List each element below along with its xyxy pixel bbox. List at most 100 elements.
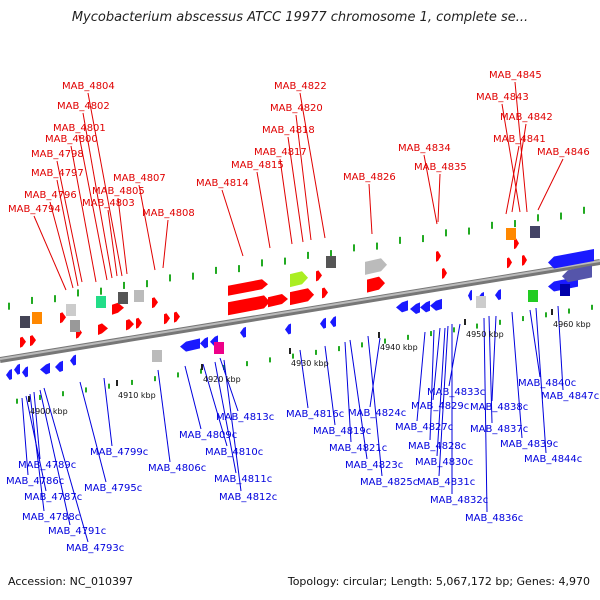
reverse-gene-arrow: [40, 362, 50, 375]
gene-leader-line: [70, 145, 97, 283]
scale-tick: [108, 383, 110, 389]
gene-leader-line: [33, 215, 67, 291]
gene-label-forward: MAB_4818: [262, 125, 315, 136]
gene-label-reverse: MAB_4824c: [348, 408, 406, 419]
reverse-gene-arrow: [468, 289, 472, 301]
map-title: Mycobacterium abscessus ATCC 19977 chrom…: [71, 10, 529, 25]
gene-leader-line: [82, 112, 113, 279]
scale-tick: [77, 289, 79, 297]
forward-gene-arrow: [20, 336, 26, 348]
scale-tick: [215, 266, 217, 274]
forward-gene-arrow: [514, 238, 519, 250]
gene-leader-line: [505, 145, 520, 215]
gene-label-reverse: MAB_4844c: [524, 454, 582, 465]
forward-gene-arrow: [522, 254, 527, 266]
reverse-gene-arrow: [70, 354, 76, 366]
gene-label-forward: MAB_4826: [343, 172, 396, 183]
gene-leader-line: [279, 158, 293, 245]
gene-label-reverse: MAB_4795c: [84, 483, 142, 494]
forward-gene-arrow: [136, 317, 142, 329]
scale-tick: [422, 235, 424, 243]
reverse-gene-arrow: [495, 289, 501, 301]
accession-label: Accession: NC_010397: [8, 575, 134, 588]
forward-gene-arrow: [228, 295, 270, 316]
reverse-gene-arrow: [548, 248, 594, 269]
gene-label-forward: MAB_4814: [196, 178, 249, 189]
gene-label-reverse: MAB_4827c: [395, 422, 453, 433]
reverse-gene-arrow: [430, 298, 442, 311]
gene-label-forward: MAB_4841: [493, 134, 546, 145]
gene-label-reverse: MAB_4838c: [470, 402, 528, 413]
gene-label-forward: MAB_4820: [270, 103, 323, 114]
gene-label-reverse: MAB_4788c: [22, 512, 80, 523]
gene-leader-line: [87, 92, 123, 277]
gene-label-reverse: MAB_4810c: [205, 447, 263, 458]
gene-leader-line: [324, 345, 336, 426]
gene-leader-line: [256, 171, 271, 249]
gene-leader-line: [29, 393, 45, 512]
reverse-gene-arrow: [200, 337, 208, 349]
gene-leader-line: [219, 357, 239, 412]
reverse-gene-arrow: [396, 300, 408, 313]
feature-box: [66, 304, 76, 316]
gene-label-forward: MAB_4801: [53, 123, 106, 134]
forward-gene-arrow: [507, 257, 512, 269]
scale-tick: [514, 220, 516, 228]
kbp-label: 4900 kbp: [30, 407, 68, 416]
gene-leader-line: [438, 325, 449, 477]
gene-leader-line: [488, 315, 493, 424]
gene-label-reverse: MAB_4821c: [329, 443, 387, 454]
gene-leader-line: [103, 377, 113, 447]
scale-tick: [453, 327, 455, 333]
gene-label-forward: MAB_4807: [113, 173, 166, 184]
gene-leader-line: [299, 92, 326, 239]
gene-leader-line: [33, 391, 41, 460]
reverse-gene-arrow: [14, 363, 20, 375]
gene-leader-line: [423, 154, 438, 225]
reverse-gene-arrow: [180, 338, 200, 352]
scale-tick: [568, 308, 570, 314]
feature-box: [560, 284, 570, 296]
scale-tick: [192, 272, 194, 280]
gene-leader-line: [437, 173, 441, 223]
gene-leader-line: [367, 335, 383, 477]
forward-gene-arrow: [126, 319, 134, 331]
scale-tick: [399, 236, 401, 244]
scale-tick: [31, 296, 33, 304]
forward-gene-arrow: [164, 313, 170, 325]
scale-tick: [522, 316, 524, 322]
scale-tick: [545, 312, 547, 318]
forward-gene-arrow: [60, 312, 66, 324]
scale-tick: [284, 257, 286, 265]
gene-leader-line: [21, 397, 29, 476]
feature-box: [530, 226, 540, 238]
gene-leader-line: [436, 327, 446, 457]
gene-leader-line: [79, 381, 107, 483]
scale-tick: [62, 391, 64, 397]
kbp-tick: [201, 364, 203, 370]
gene-label-reverse: MAB_4831c: [417, 477, 475, 488]
gene-label-reverse: MAB_4833c: [427, 387, 485, 398]
scale-tick: [468, 227, 470, 235]
scale-tick: [430, 331, 432, 337]
scale-tick: [223, 364, 225, 370]
kbp-tick: [551, 309, 553, 315]
gene-leader-line: [368, 183, 373, 235]
gene-label-forward: MAB_4804: [62, 81, 115, 92]
gene-label-forward: MAB_4822: [274, 81, 327, 92]
scale-tick: [54, 295, 56, 303]
gene-label-reverse: MAB_4806c: [148, 463, 206, 474]
scale-tick: [238, 265, 240, 273]
gene-label-reverse: MAB_4847c: [541, 391, 599, 402]
scale-tick: [315, 349, 317, 355]
scale-tick: [39, 394, 41, 400]
gene-label-forward: MAB_4808: [142, 208, 195, 219]
scale-tick: [123, 281, 125, 289]
gene-leader-line: [39, 389, 71, 526]
reverse-gene-arrow: [562, 265, 592, 283]
scale-tick: [384, 338, 386, 344]
forward-gene-arrow: [30, 335, 36, 347]
kbp-tick: [378, 332, 380, 338]
kbp-label: 4950 kbp: [466, 330, 504, 339]
